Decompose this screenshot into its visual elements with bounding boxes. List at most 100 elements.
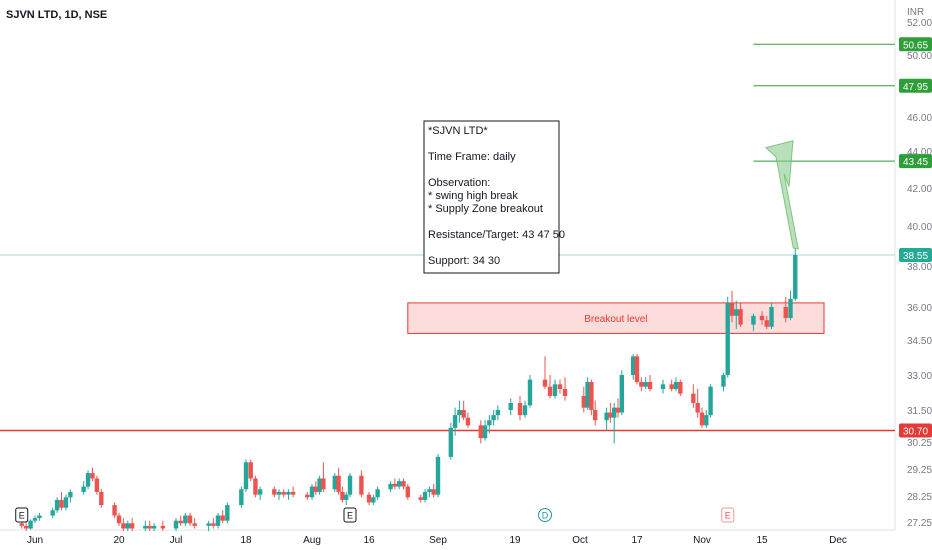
- price-tick-label: 30.25: [907, 438, 932, 449]
- candle-body: [178, 520, 183, 524]
- candle-body: [725, 302, 730, 375]
- candle-body: [608, 412, 613, 418]
- candle-body: [281, 491, 286, 495]
- candle-body: [673, 382, 679, 389]
- time-tick-label: Sep: [429, 535, 447, 546]
- candle-body: [344, 494, 349, 500]
- candle-body: [125, 523, 130, 529]
- candle-body: [359, 475, 364, 495]
- candle-body: [418, 497, 423, 500]
- projection-arrow-layer: [764, 140, 799, 250]
- candle-body: [704, 415, 709, 426]
- price-tick-label: 34.50: [907, 336, 932, 347]
- time-tick-label: Jul: [170, 535, 183, 546]
- candle-body: [522, 405, 528, 416]
- candle-body: [317, 478, 322, 492]
- candle-body: [272, 489, 277, 495]
- candle-body: [759, 315, 765, 321]
- annotation-box: [423, 120, 560, 274]
- candle-body: [593, 410, 598, 421]
- candle-body: [32, 518, 38, 521]
- price-badge-label: 43.45: [903, 157, 928, 168]
- candle-body: [276, 491, 282, 495]
- candle-body: [721, 375, 726, 387]
- price-tick-label: 36.00: [907, 303, 932, 314]
- candle-body: [143, 525, 148, 529]
- candle-body: [764, 320, 769, 327]
- annotation-line: Observation:: [428, 177, 490, 189]
- candle-body: [396, 481, 402, 487]
- candle-body: [729, 302, 735, 316]
- price-badge: [899, 248, 932, 262]
- candle-body: [427, 489, 432, 492]
- candle-body: [206, 523, 211, 526]
- candle-body: [562, 389, 568, 396]
- candle-body: [769, 307, 774, 327]
- price-badge-label: 50.65: [903, 40, 928, 51]
- candle-body: [112, 505, 117, 516]
- candle-body: [612, 407, 617, 418]
- price-axis[interactable]: 52.0050.0048.0046.0044.0042.0040.0038.00…: [899, 18, 932, 529]
- candle-body: [90, 473, 95, 479]
- price-tick-label: 38.00: [907, 262, 932, 273]
- candle-body: [183, 515, 188, 524]
- candle-body: [388, 483, 393, 490]
- candle-body: [336, 475, 341, 492]
- candle-body: [487, 420, 492, 426]
- price-tick-label: 29.25: [907, 465, 932, 476]
- earnings-marker-label: E: [19, 511, 25, 521]
- candle-body: [286, 491, 291, 495]
- candle-body: [248, 462, 253, 479]
- breakout-zone-label: Breakout level: [584, 314, 647, 325]
- candle-body: [19, 523, 24, 526]
- time-tick-label: Oct: [572, 535, 588, 546]
- time-axis[interactable]: Jun 20 Jul 18 Aug 16 Sep 19 Oct 17 Nov 15 Dec: [27, 535, 847, 546]
- price-tick-label: 44.00: [907, 147, 932, 158]
- candle-body: [788, 298, 793, 318]
- candle-body: [401, 481, 406, 487]
- candle-body: [457, 410, 462, 416]
- candle-body: [431, 489, 436, 495]
- price-badge-label: 38.55: [903, 251, 928, 262]
- candle-body: [305, 494, 310, 498]
- candle-body: [604, 412, 609, 421]
- candle-body: [59, 499, 64, 508]
- candle-body: [422, 491, 428, 500]
- candle-body: [192, 523, 197, 526]
- candle-body: [220, 515, 225, 521]
- candle-body: [793, 255, 798, 299]
- candle-body: [187, 515, 193, 524]
- annotation-note[interactable]: *SJVN LTD*Time Frame: dailyObservation:*…: [423, 120, 565, 274]
- dividend-marker: [538, 508, 552, 522]
- time-tick-label: Jun: [27, 535, 43, 546]
- candle-body: [751, 315, 756, 325]
- annotation-line: Time Frame: daily: [428, 151, 516, 163]
- candle-body: [643, 382, 648, 387]
- candle-body: [313, 486, 318, 492]
- candle-body: [116, 515, 122, 524]
- candle-body: [211, 523, 216, 526]
- time-tick-label: 20: [113, 535, 125, 546]
- candle-body: [542, 379, 548, 387]
- candle-body: [366, 494, 372, 503]
- candle-body: [581, 396, 586, 408]
- price-badge-label: 30.70: [903, 426, 928, 437]
- annotation-line: Support: 34 30: [428, 255, 500, 267]
- candle-body: [589, 382, 594, 410]
- annotation-line: Resistance/Target: 43 47 50: [428, 229, 565, 241]
- candle-body: [37, 515, 42, 519]
- earnings-marker: [343, 507, 357, 523]
- time-tick-label: 17: [631, 535, 643, 546]
- price-badge-label: 47.95: [903, 82, 928, 93]
- candle-body: [54, 499, 60, 511]
- earnings-marker: [15, 507, 29, 523]
- time-tick-label: Nov: [693, 535, 711, 546]
- candle-body: [465, 417, 471, 426]
- candle-body: [647, 382, 653, 389]
- candle-body: [23, 525, 29, 529]
- currency-label: INR: [907, 7, 924, 18]
- candle-body: [678, 382, 683, 394]
